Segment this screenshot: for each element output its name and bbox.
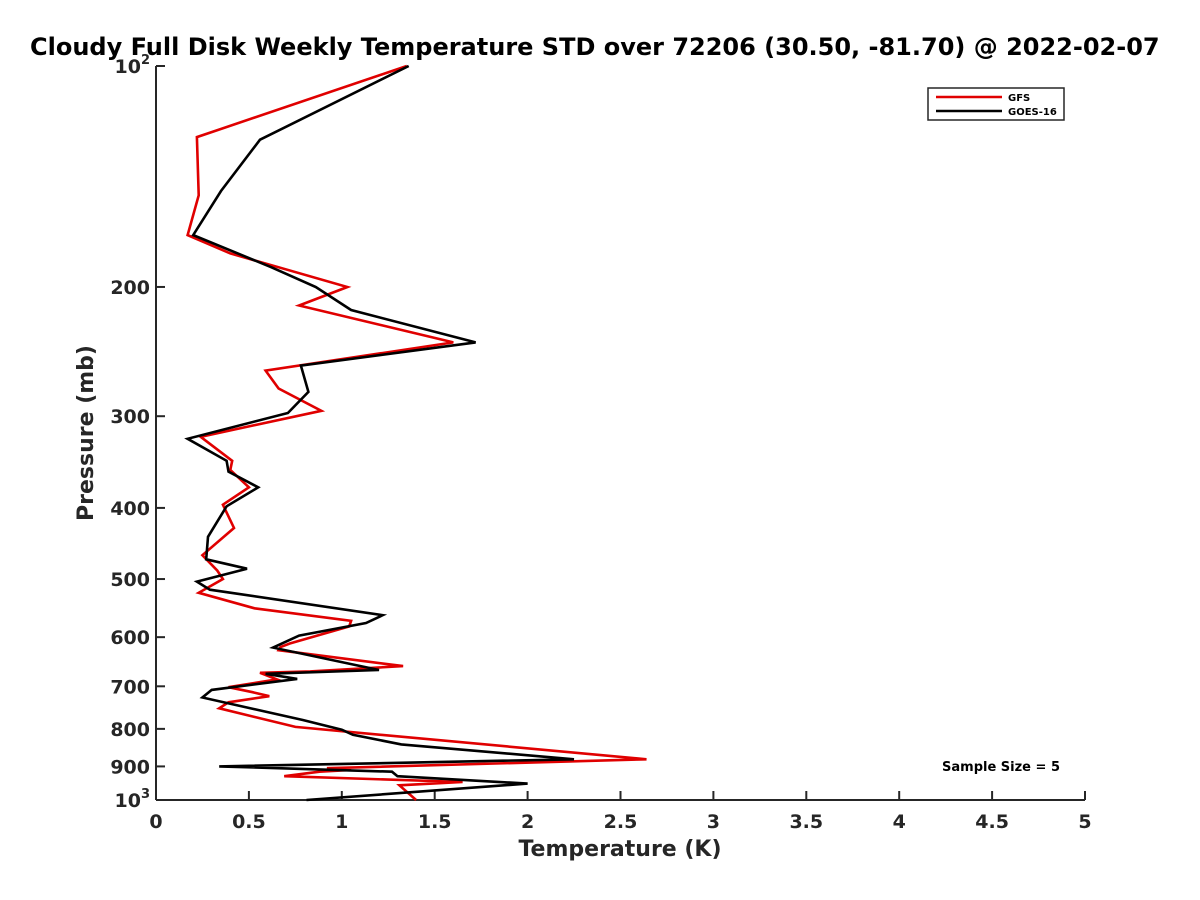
y-axis-label: Pressure (mb) [74,345,99,521]
x-tick-label: 0.5 [232,811,266,833]
y-tick-label: 200 [110,277,150,299]
x-tick-label: 0 [149,811,162,833]
y-tick-label: 600 [110,627,150,649]
sample-size-annotation: Sample Size = 5 [942,760,1060,775]
series-line-gfs [186,64,647,801]
x-tick-label: 4 [893,811,906,833]
series-line-goes-16 [184,64,575,802]
y-tick-label: 300 [110,406,150,428]
legend-box [927,87,1065,121]
x-tick-label: 4.5 [975,811,1009,833]
legend-label: GOES-16 [1008,107,1057,118]
x-axis-ticks: 0 0.5 1 1.5 2 2.5 3 3.5 4 4.5 5 [149,791,1092,833]
series-layer [184,64,647,802]
y-tick-label: 800 [110,719,150,741]
x-axis-label: Temperature (K) [518,837,721,862]
legend: GFS GOES-16 [927,87,1065,121]
chart-title: Cloudy Full Disk Weekly Temperature STD … [30,33,1160,61]
y-tick-label: 500 [110,569,150,591]
y-tick-label: 102 [115,53,151,78]
x-tick-label: 5 [1078,811,1091,833]
x-tick-label: 1 [335,811,348,833]
x-tick-label: 2.5 [604,811,638,833]
y-tick-label: 103 [115,787,151,812]
y-axis-ticks: 102 200 300 400 500 600 700 800 900 103 [110,53,165,812]
legend-label: GFS [1008,93,1030,104]
y-tick-label: 900 [110,756,150,778]
x-tick-label: 2 [521,811,534,833]
plot-area [155,66,1085,801]
x-tick-label: 3.5 [789,811,823,833]
y-tick-label: 400 [110,498,150,520]
x-tick-label: 3 [707,811,720,833]
y-tick-label: 700 [110,676,150,698]
x-tick-label: 1.5 [418,811,452,833]
